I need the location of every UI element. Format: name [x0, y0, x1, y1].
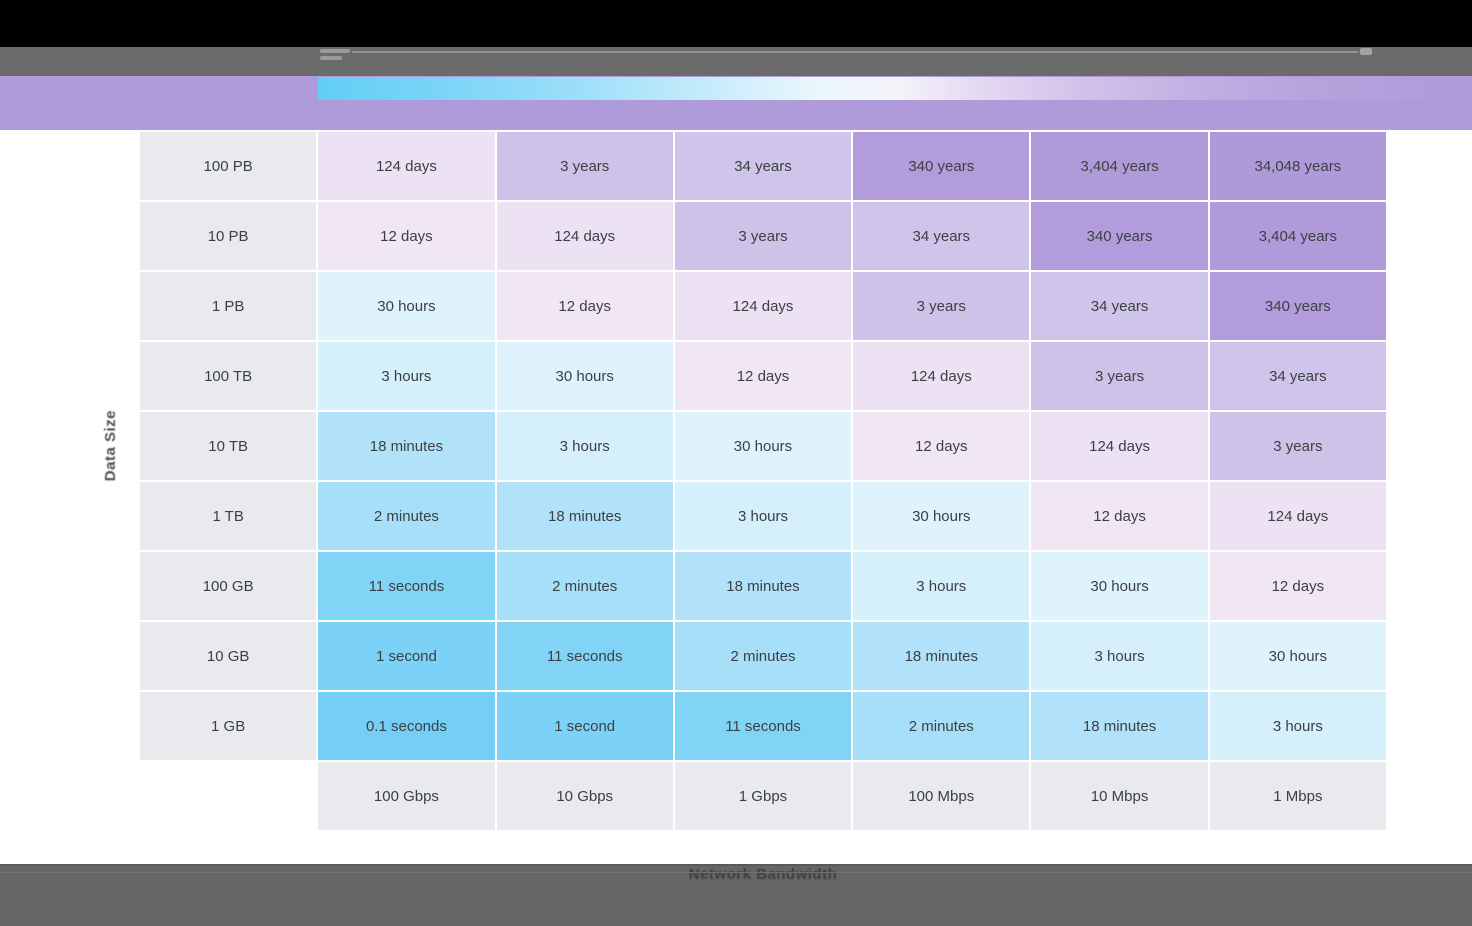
- toolbar: [0, 47, 1472, 76]
- heatmap-cell: 3 hours: [853, 552, 1030, 620]
- heatmap-cell: 2 minutes: [496, 552, 673, 620]
- heatmap-cell: 12 days: [853, 412, 1030, 480]
- heatmap-cell: 3 years: [1209, 412, 1386, 480]
- x-axis-label: Network Bandwidth: [688, 866, 838, 883]
- row-label: 100 PB: [140, 132, 317, 200]
- heatmap-cell: 18 minutes: [674, 552, 852, 620]
- row-label: 10 GB: [140, 622, 317, 690]
- heatmap-cell: 30 hours: [1031, 552, 1208, 620]
- heatmap-cell: 18 minutes: [853, 622, 1030, 690]
- heatmap-cell: 124 days: [496, 202, 673, 270]
- top-black-bar: [0, 0, 1472, 47]
- heatmap-cell: 3 hours: [674, 482, 852, 550]
- glyph-line: [320, 49, 350, 53]
- toolbar-slider-end-cap[interactable]: [1360, 48, 1372, 55]
- heatmap-cell: 124 days: [1209, 482, 1386, 550]
- col-label: 100 Gbps: [318, 762, 495, 830]
- y-axis-label-text: Data Size: [101, 410, 119, 482]
- heatmap-cell: 34 years: [674, 132, 852, 200]
- heatmap-cell: 11 seconds: [674, 692, 852, 760]
- heatmap-cell: 340 years: [1031, 202, 1208, 270]
- heatmap-cell: 18 minutes: [318, 412, 495, 480]
- col-label: 100 Mbps: [853, 762, 1030, 830]
- heatmap-cell: 30 hours: [853, 482, 1030, 550]
- heatmap-cell: 3,404 years: [1209, 202, 1386, 270]
- heatmap-cell: 0.1 seconds: [318, 692, 495, 760]
- heatmap-cell: 12 days: [674, 342, 852, 410]
- row-label: 100 TB: [140, 342, 317, 410]
- legend-color-gradient: [318, 77, 1472, 100]
- heatmap-cell: 12 days: [1031, 482, 1208, 550]
- heatmap-cell: 3 hours: [1209, 692, 1386, 760]
- heatmap-cell: 124 days: [674, 272, 852, 340]
- heatmap-cell: 124 days: [853, 342, 1030, 410]
- heatmap-cell: 3,404 years: [1031, 132, 1208, 200]
- row-label: 100 GB: [140, 552, 317, 620]
- heatmap-cell: 3 years: [853, 272, 1030, 340]
- heatmap-cell: 18 minutes: [496, 482, 673, 550]
- heatmap-cell: 12 days: [1209, 552, 1386, 620]
- heatmap-cell: 124 days: [318, 132, 495, 200]
- heatmap-cell: 2 minutes: [853, 692, 1030, 760]
- heatmap-cell: 12 days: [318, 202, 495, 270]
- heatmap-cell: 3 hours: [496, 412, 673, 480]
- heatmap-cell: 18 minutes: [1031, 692, 1208, 760]
- heatmap-cell: 30 hours: [1209, 622, 1386, 690]
- heatmap-cell: 3 hours: [318, 342, 495, 410]
- col-label: 1 Mbps: [1209, 762, 1386, 830]
- heatmap-cell: 3 years: [1031, 342, 1208, 410]
- heatmap-cell: 11 seconds: [318, 552, 495, 620]
- heatmap-cell: 3 years: [496, 132, 673, 200]
- heatmap-cell: 3 years: [674, 202, 852, 270]
- heatmap-cell: 34 years: [1209, 342, 1386, 410]
- glyph-line: [320, 56, 342, 60]
- heatmap-cell: 1 second: [496, 692, 673, 760]
- row-label: 10 PB: [140, 202, 317, 270]
- row-label: 1 GB: [140, 692, 317, 760]
- footer-bar: Network Bandwidth: [0, 864, 1472, 926]
- row-label: 1 PB: [140, 272, 317, 340]
- toolbar-left-glyph-icon: [320, 47, 354, 69]
- heatmap-cell: 34 years: [853, 202, 1030, 270]
- heatmap-cell: 3 hours: [1031, 622, 1208, 690]
- heatmap-cell: 12 days: [496, 272, 673, 340]
- heatmap-cell: 30 hours: [674, 412, 852, 480]
- heatmap-cell: 11 seconds: [496, 622, 673, 690]
- heatmap-cell: 1 second: [318, 622, 495, 690]
- heatmap-cell: 124 days: [1031, 412, 1208, 480]
- heatmap-cell: 34,048 years: [1209, 132, 1386, 200]
- row-label: 10 TB: [140, 412, 317, 480]
- heatmap-cell: 340 years: [853, 132, 1030, 200]
- row-label: 1 TB: [140, 482, 317, 550]
- col-label: 1 Gbps: [674, 762, 852, 830]
- heatmap-cell: 2 minutes: [674, 622, 852, 690]
- heatmap-cell: 30 hours: [496, 342, 673, 410]
- heatmap-cell: 340 years: [1209, 272, 1386, 340]
- toolbar-slider-track[interactable]: [352, 51, 1358, 53]
- corner-spacer: [140, 762, 316, 830]
- transfer-time-heatmap: 100 PB 124 days 3 years 34 years 340 years 3,…: [140, 132, 1386, 830]
- col-label: 10 Mbps: [1031, 762, 1208, 830]
- heatmap-cell: 2 minutes: [318, 482, 495, 550]
- heatmap-cell: 34 years: [1031, 272, 1208, 340]
- heatmap-cell: 30 hours: [318, 272, 495, 340]
- y-axis-label: Data Size: [84, 400, 136, 492]
- col-label: 10 Gbps: [496, 762, 673, 830]
